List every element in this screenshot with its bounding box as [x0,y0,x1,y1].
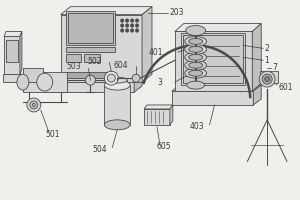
Ellipse shape [185,52,207,62]
Text: 1: 1 [264,56,269,65]
Bar [172,91,253,105]
Circle shape [120,24,124,27]
Bar [53,82,134,92]
Polygon shape [170,105,173,125]
Text: 7: 7 [272,63,277,72]
Bar [66,11,115,45]
Circle shape [259,71,275,87]
Bar [66,47,115,52]
Ellipse shape [189,62,202,68]
Bar [3,74,21,82]
Bar [144,109,170,125]
Ellipse shape [37,73,53,91]
Ellipse shape [185,36,207,46]
Circle shape [130,24,134,27]
Circle shape [130,29,134,32]
Text: 503: 503 [66,62,80,71]
Circle shape [125,29,129,32]
Bar [66,54,82,62]
Polygon shape [172,85,261,91]
Ellipse shape [189,46,202,52]
Circle shape [135,19,139,22]
Circle shape [132,74,140,82]
Circle shape [125,19,129,22]
Circle shape [27,98,41,112]
Polygon shape [144,105,173,109]
Text: 2: 2 [264,44,269,53]
Ellipse shape [185,60,207,70]
Text: 203: 203 [170,8,184,17]
Text: 504: 504 [93,145,107,154]
Ellipse shape [185,44,207,54]
Polygon shape [61,7,152,15]
Ellipse shape [17,74,29,90]
Circle shape [135,24,139,27]
Circle shape [125,24,129,27]
Text: 502: 502 [88,57,102,66]
Text: 601: 601 [278,83,292,92]
Polygon shape [142,7,152,82]
Bar [181,33,245,85]
Text: 604: 604 [113,61,128,70]
Bar [66,72,115,78]
Circle shape [104,71,118,85]
Bar [104,85,130,125]
Ellipse shape [104,120,130,130]
Polygon shape [53,76,142,82]
Text: 501: 501 [46,130,60,139]
Circle shape [120,19,124,22]
Bar [6,40,18,62]
Ellipse shape [189,54,202,60]
Circle shape [120,29,124,32]
Ellipse shape [186,26,206,35]
Ellipse shape [189,70,202,76]
Ellipse shape [107,77,127,83]
Text: 403: 403 [190,122,205,131]
Circle shape [130,19,134,22]
Polygon shape [134,76,142,92]
Ellipse shape [187,81,205,89]
Bar [68,13,113,43]
Text: 605: 605 [157,142,172,151]
Bar [4,36,20,74]
Circle shape [85,75,95,85]
Bar [23,68,43,82]
Polygon shape [252,24,261,91]
Bar [85,54,100,62]
Bar [260,71,278,83]
Polygon shape [4,31,22,36]
Circle shape [135,29,139,32]
Ellipse shape [104,80,130,90]
Ellipse shape [189,38,202,44]
Bar [107,80,127,85]
Polygon shape [175,24,261,31]
Text: 401: 401 [148,48,163,57]
Bar [23,72,67,92]
Circle shape [30,101,38,109]
Bar [61,15,142,82]
Bar [175,31,252,91]
Circle shape [107,74,115,82]
Polygon shape [253,85,261,105]
Text: 3: 3 [157,78,162,87]
Polygon shape [20,31,22,74]
Circle shape [262,74,272,84]
Bar [183,35,243,83]
Circle shape [265,77,270,82]
Ellipse shape [185,68,207,78]
Circle shape [32,103,35,106]
